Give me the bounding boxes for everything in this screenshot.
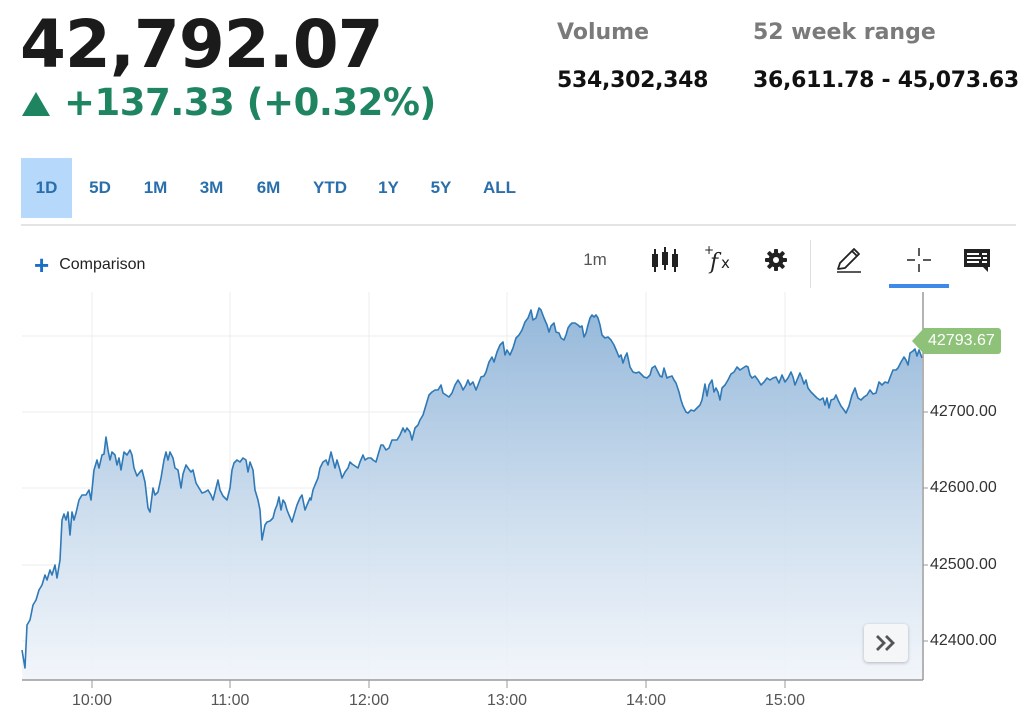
x-ticks	[91, 680, 786, 688]
draw-pencil-icon	[837, 248, 861, 273]
price-change-value: +137.33 (+0.32%)	[64, 81, 436, 124]
plus-icon: +	[34, 250, 50, 280]
draw-button[interactable]	[830, 240, 868, 280]
price-tag-pointer	[912, 328, 924, 354]
add-study-button[interactable]: + f x	[700, 240, 738, 280]
toolbar-separator	[810, 240, 811, 288]
divider	[21, 224, 1016, 226]
x-axis-label: 13:00	[486, 692, 528, 709]
tab-5y[interactable]: 5Y	[430, 178, 452, 197]
tab-1y[interactable]: 1Y	[378, 178, 399, 197]
tab-6m[interactable]: 6M	[256, 178, 281, 197]
last-price-value: 42793.67	[924, 328, 1001, 354]
week-range-stat: 52 week range 36,611.78 - 45,073.63	[753, 18, 1019, 96]
tab-3m[interactable]: 3M	[199, 178, 224, 197]
x-axis-label: 15:00	[764, 692, 806, 709]
settings-button[interactable]	[758, 240, 794, 280]
y-ticks	[923, 411, 928, 642]
index-price: 42,792.07	[20, 6, 384, 83]
tab-all[interactable]: ALL	[482, 178, 517, 197]
y-axis-label: 42700.00	[930, 403, 997, 420]
week-range-label: 52 week range	[753, 20, 936, 45]
active-tool-indicator	[889, 284, 949, 288]
price-area	[22, 308, 922, 680]
scroll-to-latest-button[interactable]	[864, 624, 908, 662]
up-arrow-icon	[22, 92, 50, 116]
volume-value: 534,302,348	[557, 68, 709, 93]
volume-label: Volume	[557, 20, 649, 45]
x-axis-label: 14:00	[625, 692, 667, 709]
week-range-value: 36,611.78 - 45,073.63	[753, 68, 1019, 93]
tab-1d[interactable]: 1D	[21, 158, 72, 218]
double-chevron-right-icon	[876, 635, 895, 651]
comment-icon	[964, 249, 990, 272]
svg-text:+: +	[704, 243, 714, 257]
y-axis-label: 42400.00	[930, 632, 997, 649]
x-axis-label: 11:00	[210, 692, 250, 709]
axes	[22, 292, 924, 681]
tab-1m[interactable]: 1M	[143, 178, 168, 197]
price-line	[21, 307, 923, 669]
tab-ytd[interactable]: YTD	[313, 178, 347, 197]
y-axis-label: 42500.00	[930, 556, 997, 573]
interval-selector[interactable]: 1m	[583, 250, 607, 269]
y-axis-label: 42600.00	[930, 479, 997, 496]
add-study-fx-icon: + f x	[704, 243, 730, 275]
tab-5d[interactable]: 5D	[89, 178, 111, 197]
crosshair-icon	[907, 248, 931, 272]
crosshair-button[interactable]	[896, 240, 942, 280]
comments-button[interactable]	[958, 240, 996, 280]
chart-type-button[interactable]	[646, 240, 684, 280]
svg-text:x: x	[721, 254, 730, 272]
comparison-label: Comparison	[59, 256, 146, 273]
candlestick-icon	[652, 247, 678, 272]
x-axis-label: 12:00	[348, 692, 390, 709]
time-range-tabs: 1D 5D 1M 3M 6M YTD 1Y 5Y ALL	[21, 158, 531, 218]
comparison-button[interactable]: + Comparison	[34, 250, 146, 280]
settings-gear-icon	[765, 249, 787, 271]
price-change: +137.33 (+0.32%)	[22, 80, 436, 126]
volume-stat: Volume 534,302,348	[557, 18, 708, 96]
x-axis-label: 10:00	[71, 692, 113, 709]
last-price-tag: 42793.67	[912, 328, 1001, 354]
